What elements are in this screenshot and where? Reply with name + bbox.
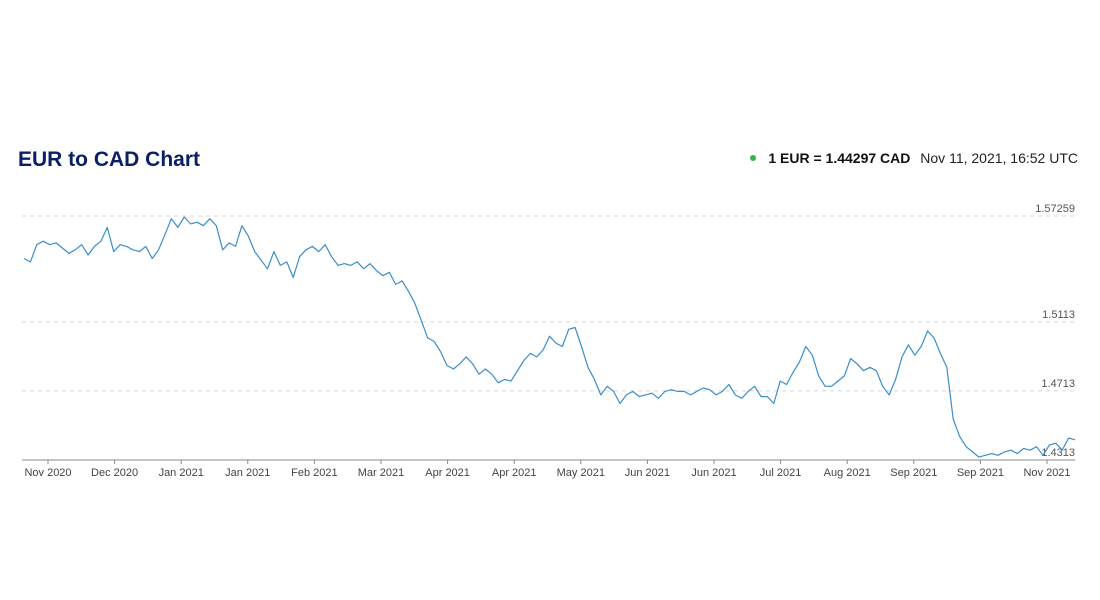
x-tick-label: Sep 2021: [957, 467, 1004, 479]
x-tick-label: May 2021: [557, 467, 605, 479]
x-tick-label: Jun 2021: [691, 467, 736, 479]
y-tick-label: 1.57259: [1035, 203, 1075, 215]
chart-title: EUR to CAD Chart: [18, 148, 200, 171]
x-tick-label: Dec 2020: [91, 467, 138, 479]
x-tick-label: Jul 2021: [760, 467, 802, 479]
y-tick-label: 1.5113: [1042, 309, 1075, 321]
x-tick-label: Jan 2021: [225, 467, 270, 479]
series-line: [23, 216, 1076, 458]
x-tick-label: Aug 2021: [824, 467, 871, 479]
y-tick-label: 1.4713: [1041, 378, 1075, 390]
x-tick-label: Jun 2021: [625, 467, 670, 479]
x-tick-label: Apr 2021: [492, 467, 537, 479]
x-tick-label: Nov 2021: [1023, 467, 1070, 479]
x-tick-label: Mar 2021: [358, 467, 404, 479]
x-tick-label: Sep 2021: [890, 467, 937, 479]
x-tick-label: Feb 2021: [291, 467, 337, 479]
current-rate: 1 EUR = 1.44297 CAD Nov 11, 2021, 16:52 …: [750, 150, 1078, 166]
x-tick-label: Apr 2021: [425, 467, 470, 479]
x-tick-label: Nov 2020: [24, 467, 71, 479]
rate-value: 1 EUR = 1.44297 CAD: [768, 150, 911, 166]
live-status-icon: [750, 155, 757, 162]
y-tick-label: 1.4313: [1041, 447, 1075, 459]
rate-timestamp: Nov 11, 2021, 16:52 UTC: [920, 150, 1078, 166]
x-tick-label: Jan 2021: [159, 467, 204, 479]
